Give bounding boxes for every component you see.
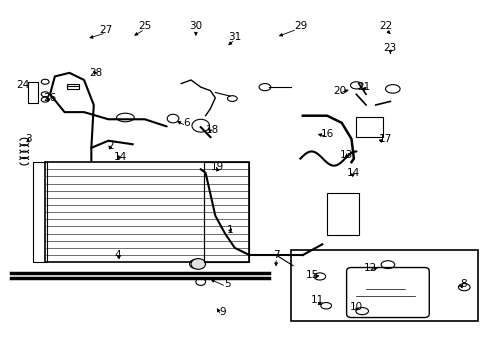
Text: 28: 28 — [89, 68, 102, 78]
Bar — [28, 82, 38, 103]
FancyBboxPatch shape — [290, 249, 477, 321]
Text: 18: 18 — [206, 125, 219, 135]
Bar — [67, 84, 79, 89]
Text: 17: 17 — [378, 134, 391, 144]
Text: 13: 13 — [339, 150, 352, 160]
Text: 24: 24 — [17, 80, 30, 90]
Text: 23: 23 — [383, 43, 396, 53]
Bar — [356, 117, 382, 137]
Bar — [33, 162, 46, 262]
Text: 15: 15 — [305, 270, 319, 280]
Bar — [45, 162, 249, 262]
Text: 6: 6 — [183, 118, 189, 128]
Text: 30: 30 — [189, 21, 202, 31]
Text: 3: 3 — [25, 134, 31, 144]
Text: 29: 29 — [293, 21, 306, 31]
Text: 31: 31 — [228, 32, 241, 42]
Text: 1: 1 — [226, 225, 233, 235]
Text: 11: 11 — [310, 295, 324, 305]
Text: 14: 14 — [114, 152, 127, 162]
Text: 21: 21 — [356, 82, 369, 92]
Text: 9: 9 — [219, 307, 225, 317]
Circle shape — [191, 258, 205, 269]
Text: 12: 12 — [364, 262, 377, 273]
Text: 25: 25 — [138, 21, 151, 31]
Text: 2: 2 — [107, 141, 114, 151]
Text: 4: 4 — [115, 250, 121, 260]
Text: 22: 22 — [378, 21, 391, 31]
Text: 27: 27 — [99, 25, 112, 35]
Bar — [204, 162, 249, 262]
Text: 16: 16 — [320, 129, 333, 139]
Text: 14: 14 — [346, 168, 360, 178]
Text: 19: 19 — [211, 162, 224, 172]
Text: 5: 5 — [224, 279, 230, 289]
Text: 20: 20 — [332, 86, 345, 96]
Text: 10: 10 — [349, 302, 362, 312]
Text: 8: 8 — [459, 279, 466, 289]
Text: 7: 7 — [272, 250, 279, 260]
Text: 26: 26 — [43, 93, 57, 103]
